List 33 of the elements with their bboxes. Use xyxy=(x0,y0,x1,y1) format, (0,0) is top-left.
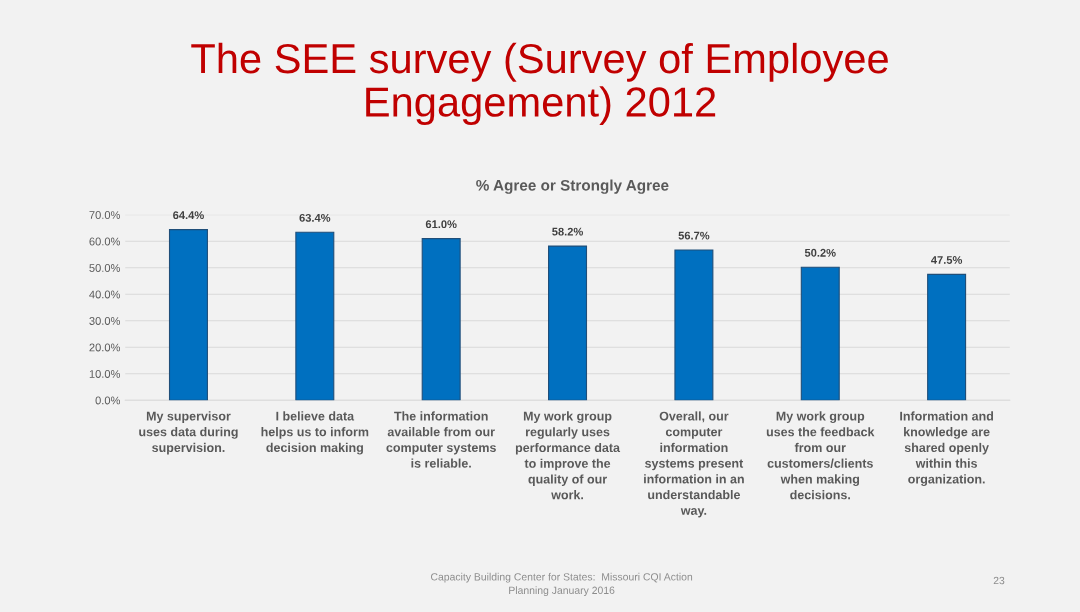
bar xyxy=(168,229,208,401)
chart-title: The SEE survey (Survey of Employee Engagement) 2012 xyxy=(191,42,888,126)
data-label: 61.0% xyxy=(425,220,457,229)
x-tick-label: Overall, our computer information systems present information in an understandable way. xyxy=(644,411,744,518)
data-label: 50.2% xyxy=(804,248,836,257)
x-tick-label: The information available from our computer systems is reliable. xyxy=(386,411,496,468)
bar xyxy=(295,231,335,401)
text: Capacity Building Center for States: Missouri CQI Action Planning January 2016 xyxy=(431,572,693,597)
x-tick-label: Information and knowledge are shared openly within this organization. xyxy=(900,411,994,487)
data-label: 58.2% xyxy=(552,227,583,236)
bar xyxy=(548,245,588,401)
data-label: 64.4% xyxy=(173,211,204,220)
y-tick-label: 40.0% xyxy=(89,290,121,299)
x-tick-label: I believe data helps us to inform decision making xyxy=(261,411,369,455)
text: 23 xyxy=(993,576,1005,585)
bar xyxy=(927,273,967,401)
x-tick-label: My work group uses the feedback from our customers/clients when making decisions. xyxy=(766,411,875,500)
data-label: 47.5% xyxy=(931,256,963,264)
y-tick-label: 10.0% xyxy=(89,370,121,378)
y-tick-label: 20.0% xyxy=(89,343,121,352)
y-tick-label: 60.0% xyxy=(89,237,121,246)
y-tick-label: 50.0% xyxy=(89,264,121,272)
bar xyxy=(421,238,461,401)
data-label: 63.4% xyxy=(299,213,331,222)
y-tick-label: 0.0% xyxy=(95,396,121,405)
x-tick-label: My work group regularly uses performance data to improve the quality of our work. xyxy=(515,411,621,500)
y-tick-label: 70.0% xyxy=(89,211,121,219)
bar xyxy=(800,266,840,401)
bar xyxy=(674,249,714,401)
chart-subtitle: % Agree or Strongly Agree xyxy=(476,179,669,194)
x-tick-label: My supervisor uses data during supervision. xyxy=(139,411,238,455)
data-label: 56.7% xyxy=(678,231,710,240)
y-tick-label: 30.0% xyxy=(89,317,121,325)
